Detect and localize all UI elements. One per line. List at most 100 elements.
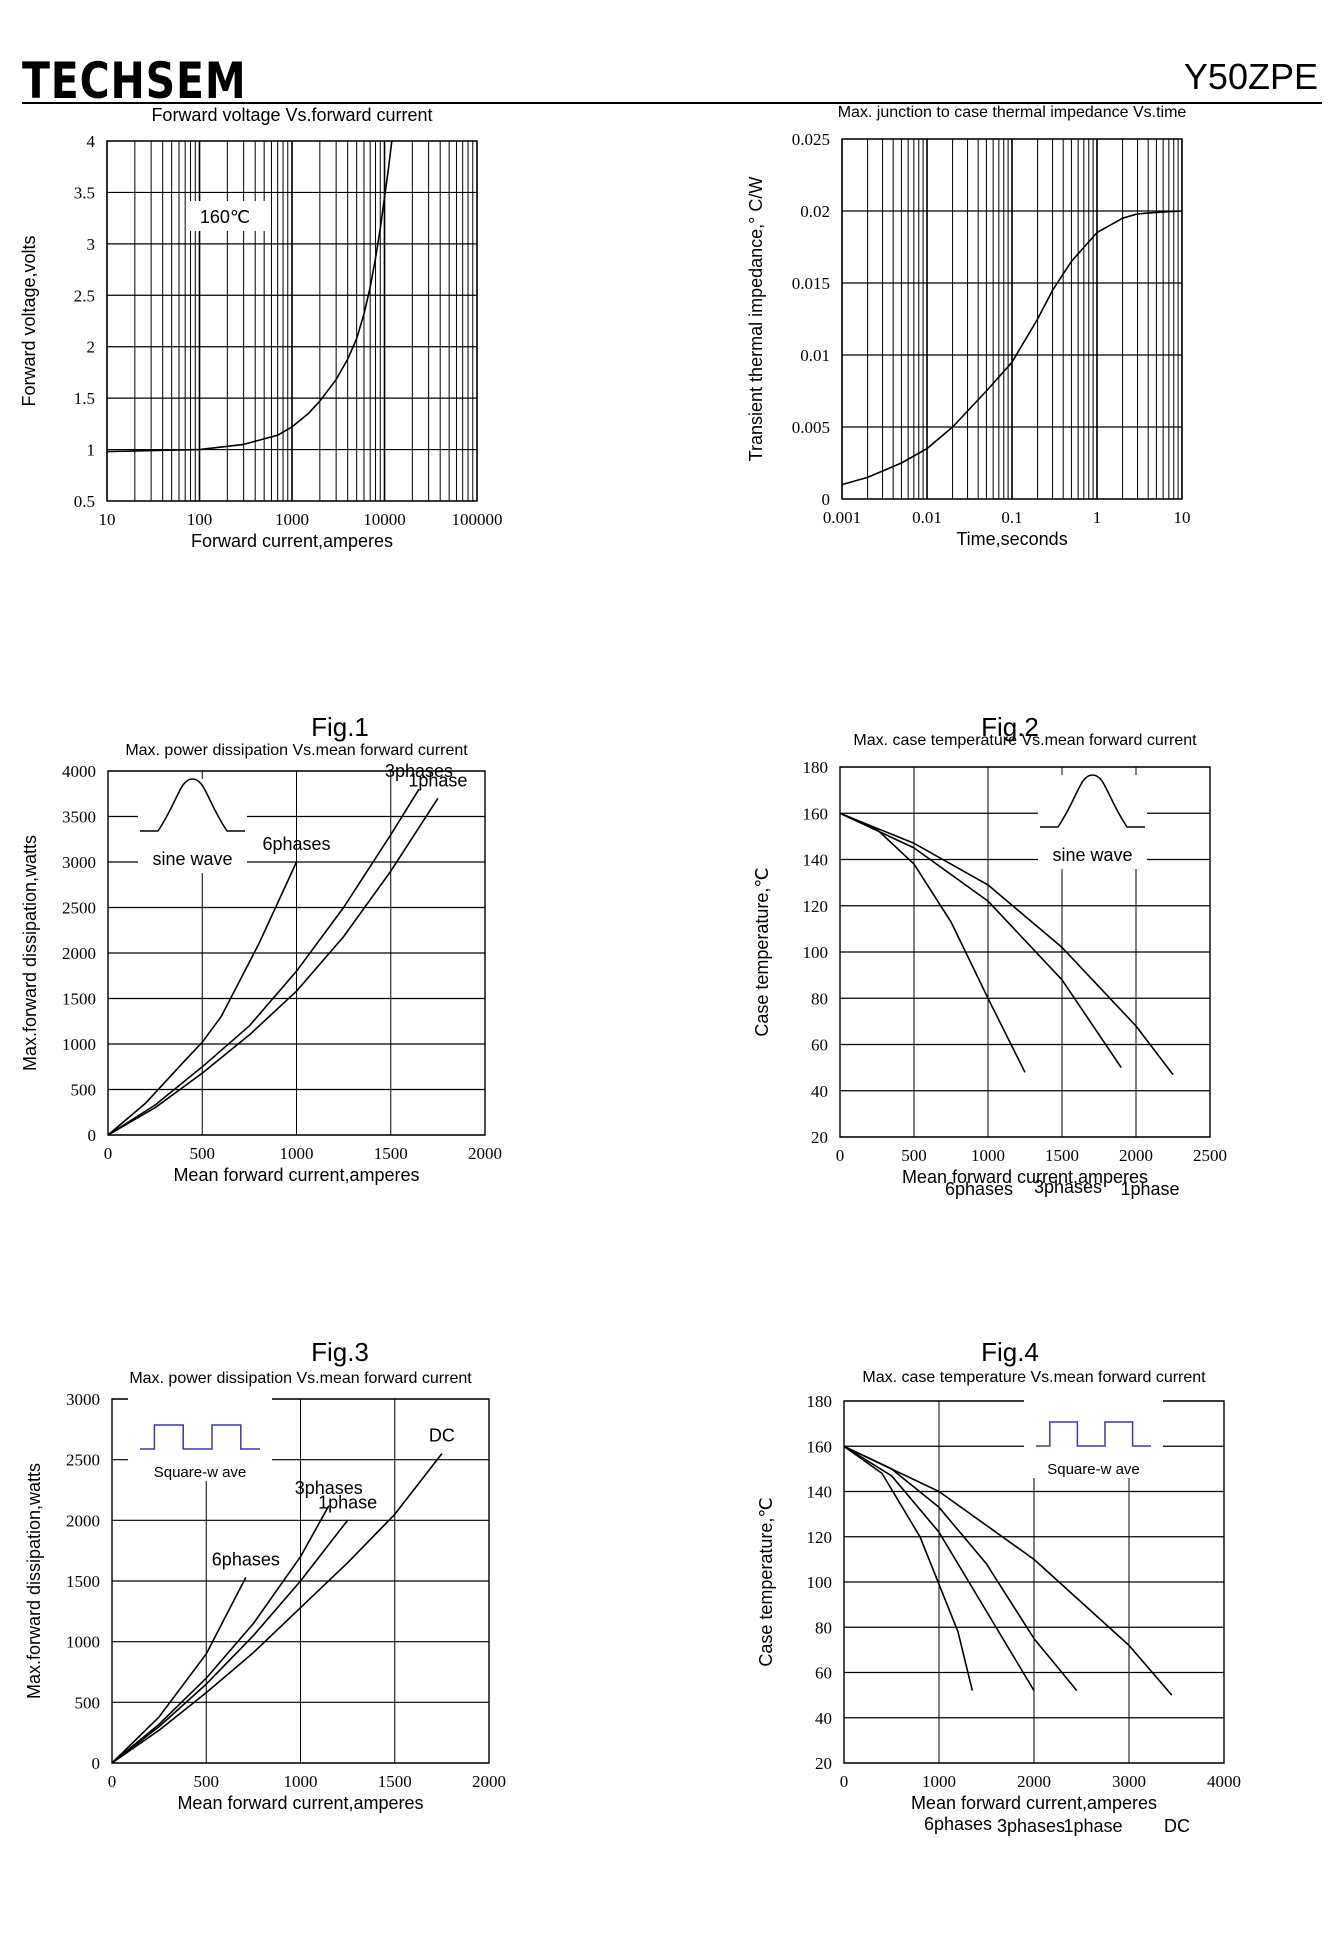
x-tick-label: 0	[104, 1144, 113, 1163]
y-tick-label: 1000	[66, 1633, 100, 1652]
y-tick-label: 20	[811, 1128, 828, 1147]
figure-label: Fig.4	[981, 1337, 1039, 1367]
y-axis-label: Case temperature,℃	[752, 867, 772, 1036]
y-tick-label: 0.015	[792, 274, 830, 293]
x-tick-label: 0	[836, 1146, 845, 1165]
x-tick-label: 1000	[922, 1772, 956, 1791]
series-line-1phase	[111, 1519, 349, 1764]
model-number: Y50ZPE	[1183, 56, 1318, 97]
x-tick-label: 4000	[1207, 1772, 1241, 1791]
y-tick-label: 1.5	[74, 389, 95, 408]
chart-thermal-impedance: 0.001 0.01 0.1 1 10 0 0.005 0.01 0.015 0.02 0.025 M…	[746, 104, 1191, 549]
series-line	[106, 140, 393, 453]
series-label: DC	[429, 1426, 455, 1446]
y-tick-label: 20	[815, 1754, 832, 1773]
y-tick-label: 180	[807, 1392, 833, 1411]
y-tick-label: 0.025	[792, 130, 830, 149]
x-tick-label: 500	[190, 1144, 216, 1163]
x-tick-label: 1000	[280, 1144, 314, 1163]
y-tick-label: 2	[87, 338, 96, 357]
series-label: 3phases	[295, 1478, 363, 1498]
y-tick-label: 0.01	[800, 346, 830, 365]
x-tick-label: 100	[187, 510, 213, 529]
x-tick-label: 10	[99, 510, 116, 529]
y-tick-label: 40	[815, 1709, 832, 1728]
chart-title: Max. case temperature Vs.mean forward cu…	[862, 1369, 1206, 1386]
y-tick-label: 1	[87, 441, 96, 460]
square-wave-icon	[1036, 1421, 1151, 1447]
y-tick-label: 140	[807, 1483, 833, 1502]
x-tick-label: 1000	[971, 1146, 1005, 1165]
series-label: 6phases	[945, 1179, 1013, 1199]
x-tick-label: 500	[901, 1146, 927, 1165]
y-tick-label: 0.5	[74, 492, 95, 511]
y-tick-label: 0.005	[792, 418, 830, 437]
y-tick-label: 0	[88, 1126, 97, 1145]
y-tick-label: 3000	[62, 853, 96, 872]
series-line-6phases	[843, 1445, 974, 1691]
plot-frame	[111, 1398, 490, 1764]
series-label: DC	[1164, 1816, 1190, 1836]
chart-title: Max. power dissipation Vs.mean forward c…	[129, 1370, 472, 1387]
x-tick-label: 1	[1093, 508, 1102, 527]
series-line-3phases	[839, 812, 1122, 1069]
series-label: 6phases	[212, 1549, 280, 1569]
x-tick-label: 2000	[472, 1772, 506, 1791]
chart-title: Max. power dissipation Vs.mean forward c…	[125, 742, 468, 759]
waveform-label: sine wave	[1052, 845, 1132, 865]
series-line-dc	[111, 1453, 443, 1764]
series-line-6phases	[111, 1577, 247, 1764]
y-tick-label: 120	[807, 1528, 833, 1547]
waveform-inset-bg	[1038, 775, 1147, 869]
y-tick-label: 0.02	[800, 202, 830, 221]
plot-frame	[106, 140, 478, 502]
square-wave-icon	[140, 1424, 260, 1450]
chart-case-temperature-sine: 0 500 1000 1500 2000 2500 20 40 60 80 100 120 140 160…	[752, 732, 1227, 1199]
series-line-3phases	[111, 1505, 330, 1764]
x-axis-label: Time,seconds	[956, 529, 1067, 549]
x-tick-label: 1500	[378, 1772, 412, 1791]
x-tick-label: 1500	[1045, 1146, 1079, 1165]
y-tick-label: 4	[87, 132, 96, 151]
figure-label: Fig.3	[311, 1337, 369, 1367]
chart-case-temperature-square: 0 1000 2000 3000 4000 20 40 60 80 100 120 140 160 180…	[756, 1369, 1241, 1836]
series-line-3phases	[843, 1445, 1035, 1692]
series-line-1phase	[839, 812, 1174, 1076]
x-tick-label: 2000	[1017, 1772, 1051, 1791]
x-axis-label: Mean forward current,amperes	[911, 1793, 1157, 1813]
x-tick-label: 0	[108, 1772, 117, 1791]
y-tick-label: 0	[822, 490, 831, 509]
series-line-6phases	[839, 812, 1026, 1073]
y-tick-label: 3	[87, 235, 96, 254]
x-tick-label: 1000	[275, 510, 309, 529]
y-tick-label: 4000	[62, 762, 96, 781]
y-axis-label: Transient thermal impedance,° C/W	[746, 177, 766, 462]
chart-title: Max. junction to case thermal impedance …	[838, 104, 1187, 121]
series-label: 1phase	[1120, 1179, 1179, 1199]
y-tick-label: 160	[803, 804, 829, 823]
y-axis-label: Forward voltage,volts	[19, 235, 39, 406]
y-axis-label: Max.forward dissipation,watts	[20, 835, 40, 1071]
y-tick-label: 3500	[62, 808, 96, 827]
y-tick-label: 60	[811, 1036, 828, 1055]
series-line-3phases	[107, 788, 420, 1136]
y-tick-label: 60	[815, 1664, 832, 1683]
series-line	[841, 210, 1183, 486]
y-tick-label: 2000	[66, 1511, 100, 1530]
x-tick-label: 2000	[468, 1144, 502, 1163]
chart-title: Max. case temperature Vs.mean forward cu…	[853, 732, 1197, 749]
x-tick-label: 0.01	[912, 508, 942, 527]
x-tick-label: 0.001	[823, 508, 861, 527]
series-label: 6phases	[262, 834, 330, 854]
y-tick-label: 500	[75, 1693, 101, 1712]
series-label: 1phase	[408, 770, 467, 790]
x-axis-label: Mean forward current,amperes	[902, 1167, 1148, 1187]
chart-title: Forward voltage Vs.forward current	[151, 105, 432, 125]
y-tick-label: 120	[803, 897, 829, 916]
series-label: 1phase	[1063, 1816, 1122, 1836]
x-tick-label: 2000	[1119, 1146, 1153, 1165]
y-tick-label: 180	[803, 758, 829, 777]
chart-power-dissipation-square: 0 500 1000 1500 2000 0 500 1000 1500 2000 2500 3000…	[24, 1370, 506, 1813]
series-label: 3phases	[997, 1816, 1065, 1836]
y-tick-label: 140	[803, 851, 829, 870]
